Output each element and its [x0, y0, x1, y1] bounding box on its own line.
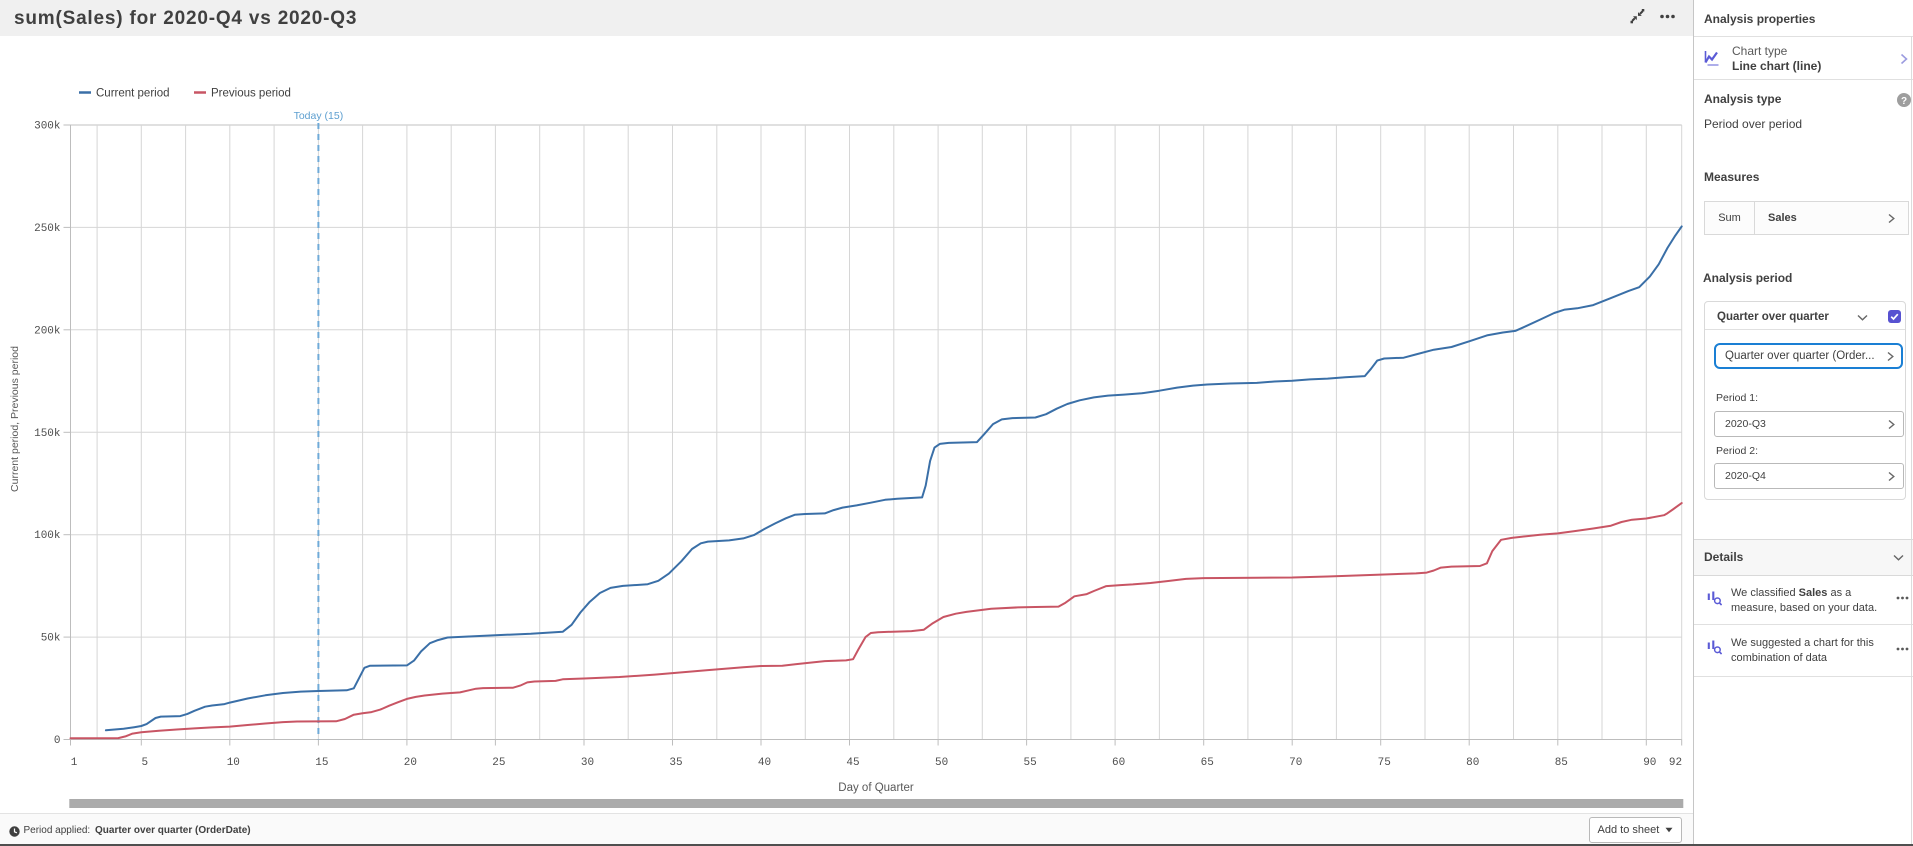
svg-text:45: 45 — [846, 757, 859, 769]
svg-text:Current period, Previous perio: Current period, Previous period — [9, 346, 21, 492]
svg-text:Today (15): Today (15) — [294, 110, 344, 122]
svg-text:55: 55 — [1023, 757, 1036, 769]
svg-text:60: 60 — [1112, 757, 1125, 769]
svg-text:Day of Quarter: Day of Quarter — [838, 782, 914, 794]
svg-text:50: 50 — [935, 757, 948, 769]
svg-text:70: 70 — [1289, 757, 1302, 769]
svg-text:0: 0 — [54, 735, 61, 747]
svg-text:10: 10 — [227, 757, 240, 769]
svg-text:50k: 50k — [41, 633, 61, 645]
svg-text:40: 40 — [758, 757, 771, 769]
svg-text:Previous period: Previous period — [211, 88, 291, 100]
svg-text:300k: 300k — [34, 121, 61, 133]
svg-text:5: 5 — [141, 757, 148, 769]
svg-text:75: 75 — [1378, 757, 1391, 769]
svg-text:250k: 250k — [34, 223, 61, 235]
svg-text:?: ? — [1901, 96, 1907, 107]
svg-text:65: 65 — [1201, 757, 1214, 769]
svg-text:100k: 100k — [34, 530, 61, 542]
svg-text:150k: 150k — [34, 428, 61, 440]
svg-text:35: 35 — [669, 757, 682, 769]
svg-text:15: 15 — [315, 757, 328, 769]
svg-text:92: 92 — [1669, 757, 1682, 769]
svg-text:90: 90 — [1643, 757, 1656, 769]
svg-text:85: 85 — [1555, 757, 1568, 769]
svg-text:30: 30 — [581, 757, 594, 769]
svg-text:25: 25 — [492, 757, 505, 769]
svg-text:80: 80 — [1466, 757, 1479, 769]
svg-text:20: 20 — [404, 757, 417, 769]
svg-text:1: 1 — [71, 757, 78, 769]
svg-text:Current period: Current period — [96, 88, 170, 100]
svg-text:200k: 200k — [34, 325, 61, 337]
